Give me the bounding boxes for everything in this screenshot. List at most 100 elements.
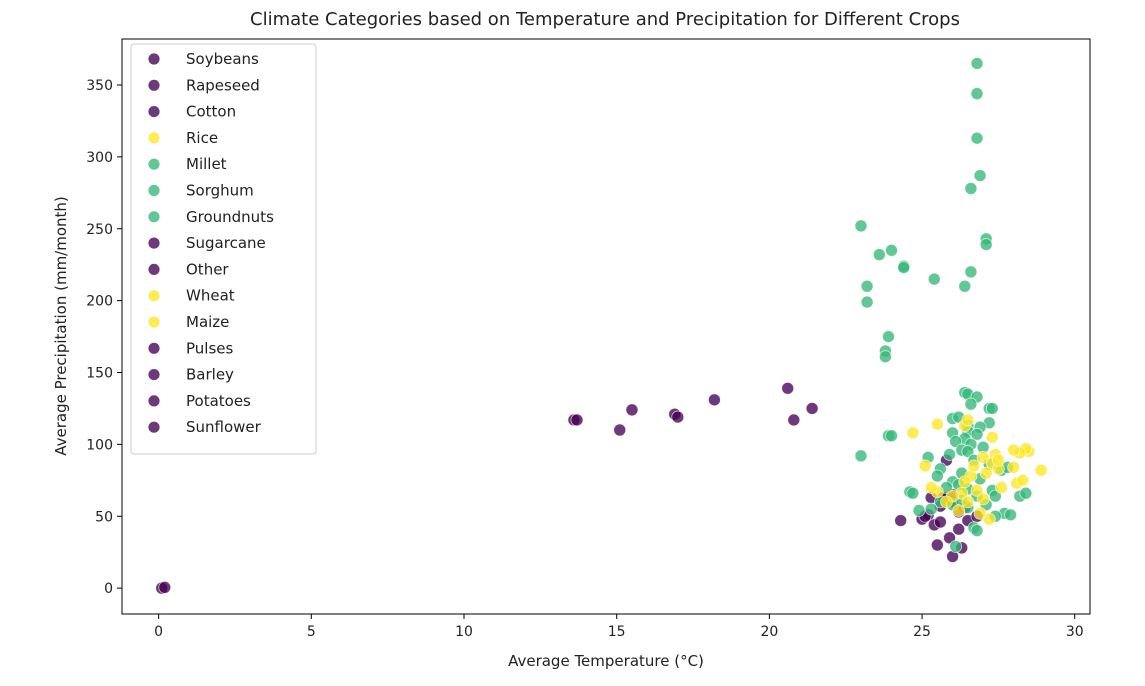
legend-label: Potatoes	[186, 392, 251, 410]
y-tick-label: 350	[86, 78, 113, 94]
legend-marker	[147, 262, 161, 276]
data-point	[933, 515, 947, 529]
data-point	[976, 450, 990, 464]
data-point	[854, 219, 868, 233]
legend-marker	[147, 368, 161, 382]
legend-marker	[147, 131, 161, 145]
x-tick-label: 0	[154, 624, 163, 640]
legend-marker	[147, 315, 161, 329]
data-point	[949, 540, 963, 553]
data-point	[912, 504, 926, 517]
data-point	[958, 475, 972, 489]
legend-marker	[147, 394, 161, 408]
data-point	[964, 265, 978, 279]
chart-title: Climate Categories based on Temperature …	[250, 9, 960, 30]
legend-label: Sorghum	[186, 182, 254, 200]
legend-label: Wheat	[186, 287, 235, 305]
y-tick-label: 100	[86, 437, 113, 453]
data-point	[940, 495, 953, 509]
data-point	[976, 492, 990, 506]
data-point	[708, 393, 721, 407]
x-tick-label: 10	[455, 624, 473, 640]
legend-label: Cotton	[186, 103, 236, 121]
data-point	[854, 449, 868, 463]
data-point	[1004, 508, 1018, 522]
legend-label: Rapeseed	[186, 76, 260, 94]
data-point	[625, 403, 639, 417]
data-point	[985, 402, 999, 415]
data-point	[970, 131, 984, 145]
x-tick-label: 20	[760, 624, 778, 640]
data-point	[1016, 473, 1030, 487]
legend-label: Soybeans	[186, 50, 259, 68]
legend-marker	[147, 289, 161, 303]
legend-marker	[147, 105, 161, 118]
data-point	[930, 469, 944, 483]
legend-marker	[147, 184, 161, 197]
y-tick-label: 200	[86, 294, 113, 310]
data-point	[885, 429, 898, 443]
legend-box	[130, 43, 317, 455]
data-point	[967, 459, 981, 473]
legend-label: Sugarcane	[186, 234, 266, 252]
data-point	[781, 381, 795, 395]
data-point	[949, 435, 963, 448]
y-axis-label: Average Precipitation (mm/month)	[52, 196, 70, 456]
x-tick-label: 15	[608, 624, 626, 640]
x-tick-label: 30	[1066, 624, 1084, 640]
data-point	[924, 502, 938, 516]
data-point	[894, 514, 908, 527]
x-tick-label: 25	[913, 624, 931, 640]
data-points	[155, 57, 1048, 595]
data-point	[671, 410, 685, 424]
data-point	[897, 261, 911, 274]
y-tick-label: 0	[104, 581, 113, 597]
data-point	[982, 512, 996, 526]
data-point	[882, 330, 895, 343]
data-point	[970, 483, 984, 497]
legend-label: Sunflower	[186, 418, 262, 436]
data-point	[973, 506, 987, 520]
y-tick-label: 150	[86, 366, 113, 382]
data-point	[906, 486, 920, 500]
legend-label: Millet	[186, 155, 227, 173]
data-point	[952, 522, 966, 536]
data-point	[985, 430, 999, 444]
data-point	[979, 466, 993, 480]
data-point	[158, 581, 172, 594]
legend: Soybeans Rapeseed Cotton Rice Millet Sorghum G…	[130, 43, 317, 455]
legend-marker	[147, 210, 161, 224]
y-tick-label: 50	[95, 509, 113, 525]
data-point	[1007, 460, 1021, 474]
y-tick-label: 300	[86, 150, 113, 166]
legend-label: Groundnuts	[186, 208, 274, 226]
legend-marker	[147, 236, 161, 250]
data-point	[988, 489, 1002, 503]
data-point	[1034, 463, 1048, 477]
legend-label: Rice	[186, 129, 218, 147]
data-point	[918, 459, 932, 473]
data-point	[924, 481, 938, 494]
data-point	[970, 87, 984, 101]
legend-marker	[147, 52, 161, 66]
data-point	[943, 448, 956, 461]
data-point	[961, 445, 975, 458]
legend-label: Barley	[186, 366, 234, 384]
data-point	[979, 238, 993, 251]
data-point	[872, 248, 886, 262]
data-point	[1007, 443, 1021, 457]
data-point	[860, 279, 874, 293]
legend-label: Maize	[186, 313, 229, 331]
data-point	[964, 397, 978, 411]
data-point	[613, 423, 627, 437]
data-point	[952, 504, 966, 517]
data-point	[879, 350, 892, 364]
data-point	[961, 495, 975, 509]
data-point	[970, 427, 984, 441]
data-point	[906, 426, 920, 440]
data-point	[991, 453, 1005, 467]
data-point	[958, 279, 972, 293]
legend-marker	[147, 157, 161, 171]
data-point	[930, 538, 944, 552]
